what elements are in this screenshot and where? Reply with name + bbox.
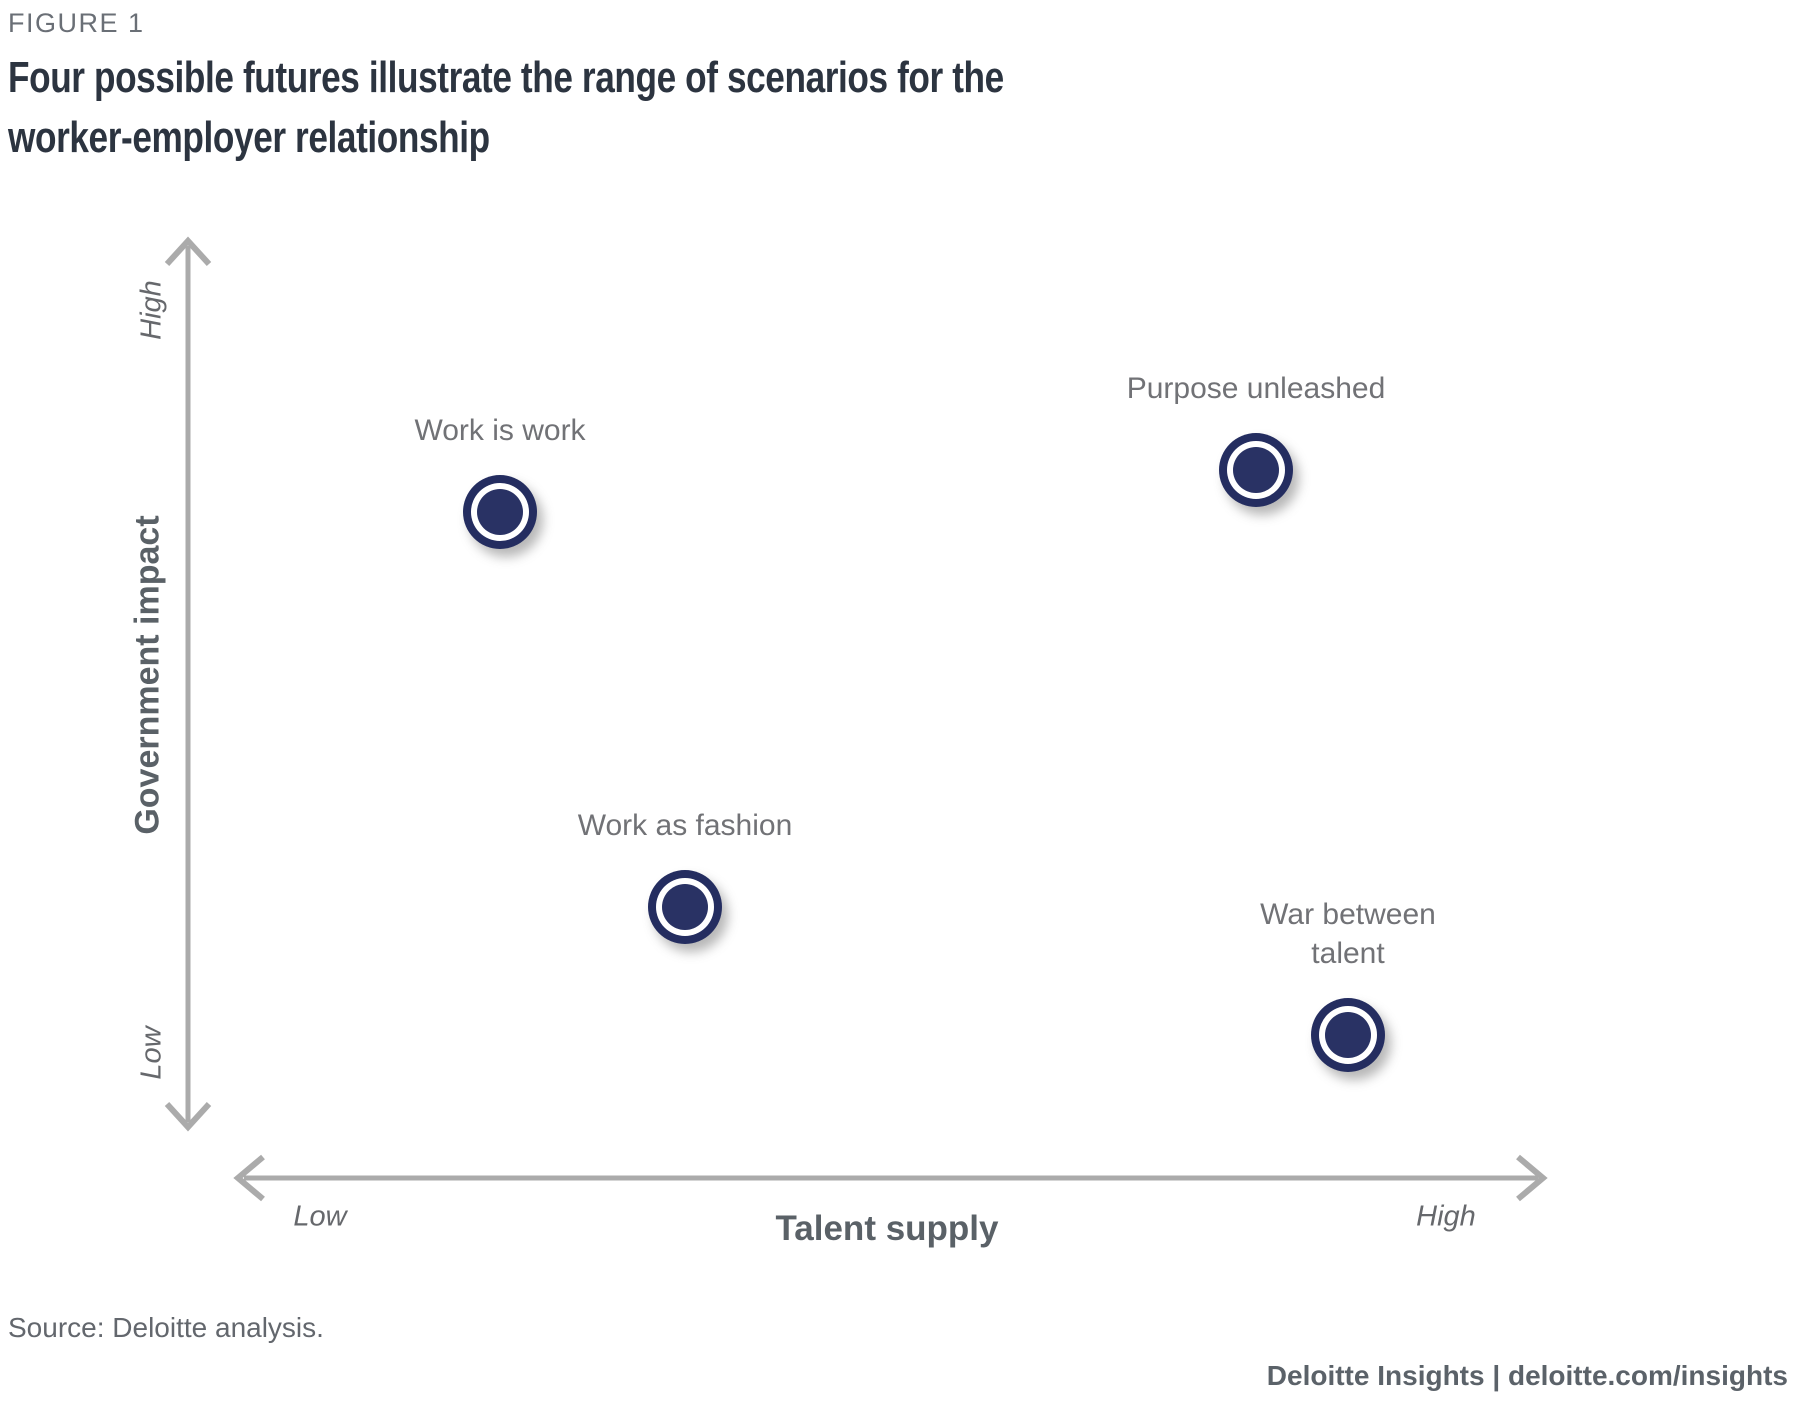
scenario-dot-ring [1319,1006,1377,1064]
scenario-dot-core [1325,1012,1371,1058]
chart-title: Four possible futures illustrate the ran… [8,48,1004,168]
scenario-dot [463,475,537,549]
y-axis-arrowhead-top [164,236,212,267]
scenario-dot-core [1233,447,1279,493]
x-axis-arrowhead-left [233,1154,265,1202]
scenario-dot [1311,998,1385,1072]
x-axis-title: Talent supply [775,1209,999,1248]
scenario-dot [1219,433,1293,507]
x-axis-arrowhead-right [1516,1154,1548,1202]
scenario-label: War between talent [1260,895,1436,973]
source-note: Source: Deloitte analysis. [8,1312,324,1343]
scenario-label-line: Purpose unleashed [1126,372,1386,405]
scenario-label-line: talent [1311,937,1385,970]
y-axis-arrowhead-bottom [164,1101,212,1132]
branding-footer: Deloitte Insights | deloitte.com/insight… [1266,1360,1788,1391]
scenario-label: Work as fashion [578,806,793,845]
scenario-label-line: War between [1260,898,1436,931]
x-axis-tick-high: High [1416,1200,1476,1233]
scenario-dot-ring [1227,441,1285,499]
scenario-dot [648,870,722,944]
figure-number-label: FIGURE 1 [8,8,145,38]
scenario-label: Work is work [414,411,585,450]
scenario-label-line: Work is work [414,414,586,447]
x-axis-tick-low: Low [293,1200,347,1233]
scenario-dot-ring [471,483,529,541]
scenario-dot-core [477,489,523,535]
chart-title-line-1: Four possible futures illustrate the ran… [8,53,1004,102]
chart-title-line-2: worker-employer relationship [8,113,490,162]
scenario-dot-core [662,884,708,930]
scenario-dot-ring [656,878,714,936]
scenario-label: Purpose unleashed [1127,369,1386,408]
scenario-label-line: Work as fashion [577,809,793,842]
